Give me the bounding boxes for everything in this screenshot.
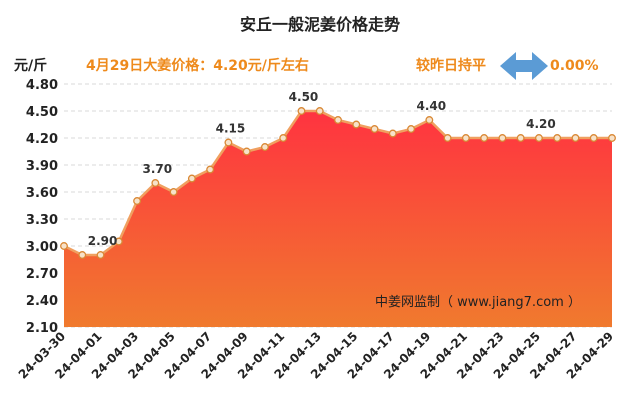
- data-label: 2.90: [88, 234, 118, 248]
- y-axis-unit: 元/斤: [14, 57, 47, 74]
- price-point: [279, 134, 288, 142]
- y-tick-label: 4.80: [26, 78, 58, 93]
- y-axis-ticks: 4.80 4.50 4.20 3.90 3.60 3.30 3.00 2.70 2.40 2.10: [26, 78, 58, 336]
- price-point: [96, 251, 105, 259]
- flat-arrow-icon: [500, 52, 548, 80]
- price-point: [388, 129, 397, 138]
- price-point: [553, 134, 562, 142]
- price-point: [169, 188, 178, 196]
- price-point: [297, 107, 306, 115]
- price-point: [260, 143, 269, 151]
- y-tick-label: 4.20: [26, 132, 58, 147]
- x-axis-ticks: 24-03-3024-04-0124-04-0324-04-0524-04-07…: [16, 329, 616, 381]
- price-point: [461, 134, 470, 142]
- price-point: [206, 165, 215, 174]
- y-tick-label: 2.40: [26, 294, 58, 309]
- price-point: [498, 134, 507, 142]
- price-point: [443, 134, 452, 142]
- price-point: [60, 242, 68, 250]
- data-label: 3.70: [143, 162, 173, 176]
- change-value: 0.00%: [550, 58, 599, 74]
- price-point: [516, 134, 525, 142]
- price-point: [407, 125, 416, 133]
- change-label: 较昨日持平: [416, 57, 486, 74]
- price-point: [480, 134, 489, 142]
- data-label: 4.40: [417, 99, 447, 113]
- price-point: [315, 107, 324, 115]
- data-labels: 2.90 3.70 4.15 4.50 4.40 4.20: [88, 90, 556, 248]
- price-point: [608, 134, 616, 142]
- price-point: [187, 174, 196, 183]
- price-point: [78, 251, 87, 259]
- y-tick-label: 2.70: [26, 267, 58, 282]
- y-tick-label: 4.50: [26, 105, 58, 120]
- y-tick-label: 3.30: [26, 213, 58, 228]
- price-point: [571, 134, 580, 142]
- price-point: [352, 120, 361, 129]
- price-point: [425, 116, 434, 124]
- price-note: 4月29日大姜价格：4.20元/斤左右: [86, 57, 309, 74]
- price-point: [242, 147, 251, 156]
- data-label: 4.20: [526, 117, 556, 131]
- price-markers: [60, 107, 616, 259]
- price-point: [589, 134, 598, 142]
- data-label: 4.50: [289, 90, 319, 104]
- price-point: [370, 125, 379, 133]
- price-point: [334, 116, 342, 124]
- y-tick-label: 3.90: [26, 159, 58, 174]
- y-tick-label: 2.10: [26, 321, 58, 336]
- price-point: [151, 179, 160, 187]
- y-tick-label: 3.60: [26, 186, 58, 201]
- price-point: [114, 237, 123, 246]
- price-point: [224, 138, 233, 147]
- watermark: 中姜网监制（ www.jiang7.com ）: [375, 295, 581, 310]
- price-area: [64, 111, 612, 327]
- price-point: [133, 197, 142, 205]
- chart-title: 安丘一般泥姜价格走势: [240, 15, 400, 34]
- price-point: [534, 134, 543, 142]
- data-label: 4.15: [216, 122, 246, 136]
- y-tick-label: 3.00: [26, 240, 58, 255]
